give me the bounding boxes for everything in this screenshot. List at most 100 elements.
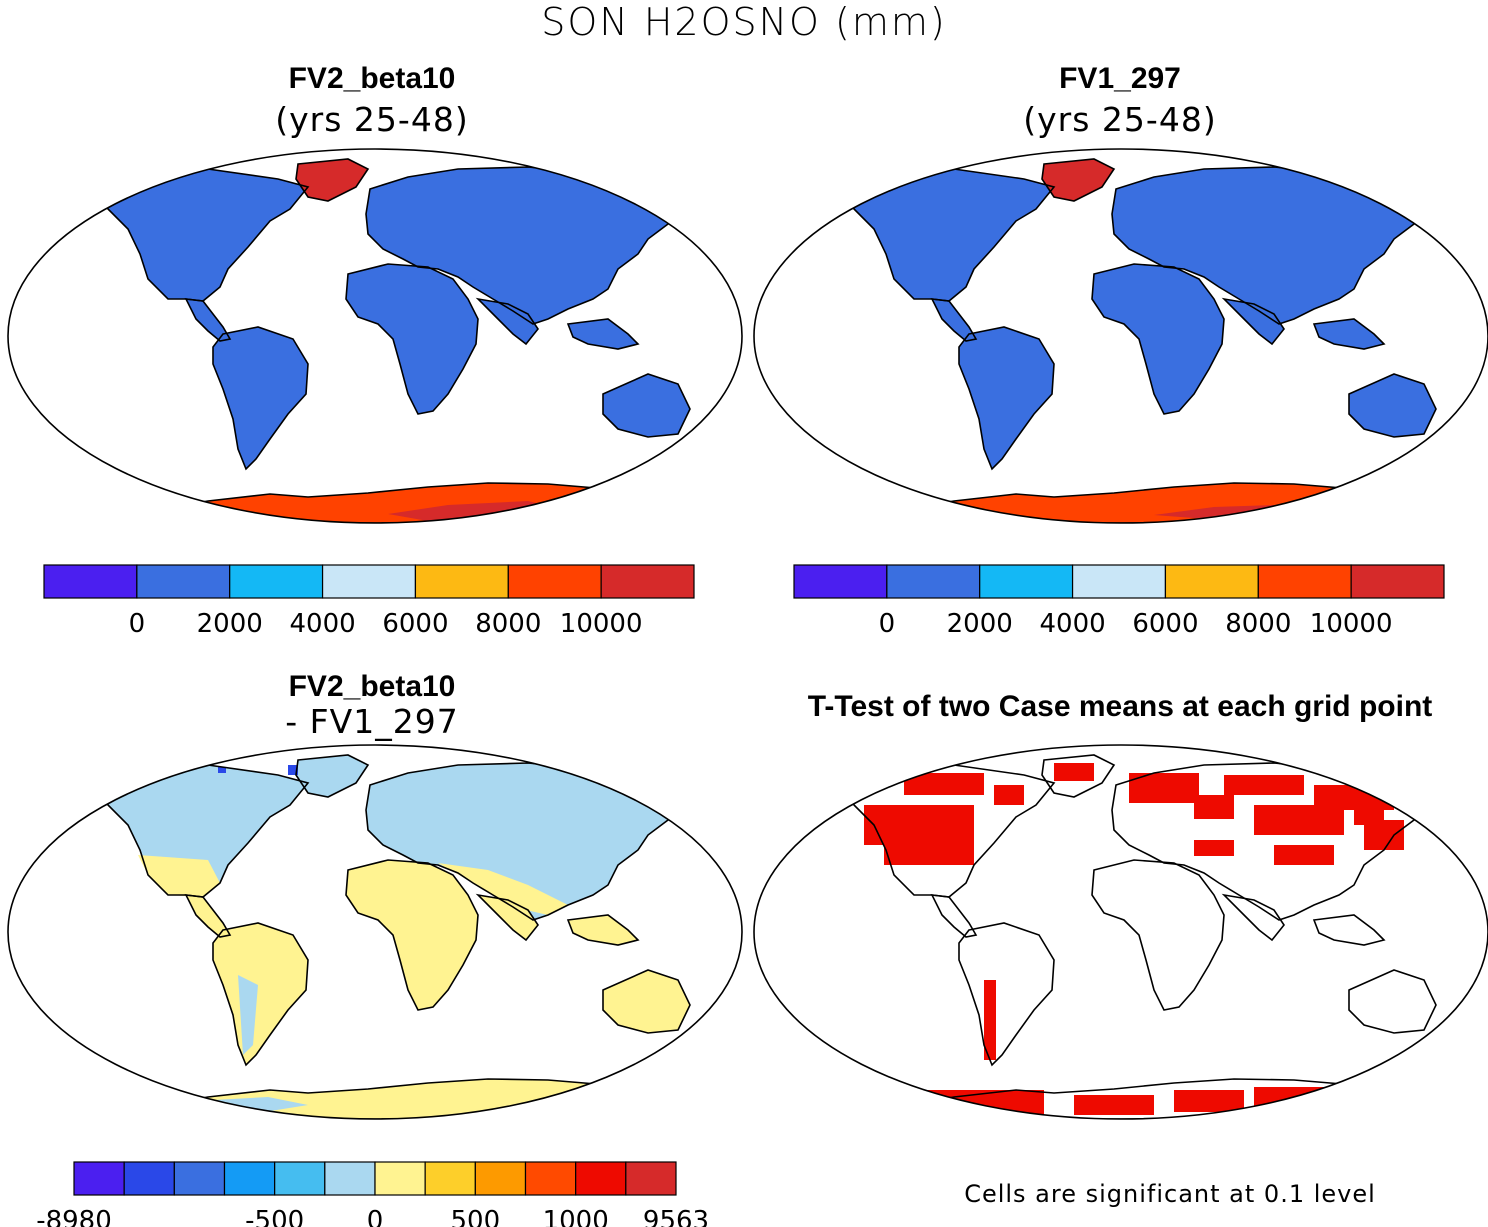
map1-coast-7 (602, 373, 691, 438)
map2-coast-8 (1041, 158, 1116, 202)
map4-coast-0 (842, 764, 1056, 898)
map1-coast-2 (212, 326, 309, 471)
cb3-swatch-7 (424, 1161, 476, 1196)
map4-coast-7 (1348, 969, 1437, 1034)
cb1-tick-2: 4000 (289, 609, 355, 639)
map2-land-6 (1314, 319, 1384, 349)
map1-coast-0 (96, 168, 310, 302)
cb3-swatch-3 (223, 1161, 276, 1196)
map-fv1-297 (753, 148, 1488, 524)
map4-coast-6 (1312, 914, 1386, 946)
significance-note: Cells are significant at 0.1 level (964, 1180, 1376, 1208)
map2-land-8 (1042, 159, 1114, 201)
map1-land-5 (478, 299, 538, 344)
map4-sig-cell-10 (1274, 845, 1334, 865)
cb3-tick-2: 0 (367, 1206, 384, 1227)
map2-coast-6 (1312, 318, 1386, 350)
map4-land-7 (1349, 970, 1436, 1033)
map3-greenland-neg (288, 765, 298, 775)
map1-land-7 (603, 374, 690, 437)
cb1-swatch-5 (507, 564, 602, 599)
map4-sig-cell-15 (1174, 1090, 1244, 1112)
map1-land-3 (366, 167, 688, 324)
map-ttest (753, 744, 1488, 1120)
panel-2-title: FV1_297 (1059, 62, 1181, 95)
figure-title: SON H2OSNO (mm) (541, 0, 947, 44)
cb3-swatch-6 (374, 1161, 426, 1196)
cb1-tick-4: 8000 (475, 609, 541, 639)
cb3-tick-5: 9563 (643, 1206, 709, 1227)
map3-land-4 (346, 860, 478, 1010)
map4-land-5 (1224, 895, 1284, 940)
cb1-swatch-4 (414, 564, 509, 599)
cb2-tick-1: 2000 (947, 609, 1013, 639)
map1-land-0 (98, 169, 308, 301)
map3-frame (7, 744, 743, 1120)
map2-land-1 (932, 299, 976, 341)
map4-coast-1 (930, 894, 978, 938)
panel-1-subtitle: (yrs 25-48) (275, 100, 469, 139)
panel-1-title: FV2_beta10 (288, 62, 456, 95)
map3-land-6 (568, 915, 638, 945)
cb2-tick-2: 4000 (1039, 609, 1105, 639)
map4-coast-4 (1091, 859, 1225, 1011)
cb1-tick-3: 6000 (382, 609, 448, 639)
cb2-tick-3: 6000 (1132, 609, 1198, 639)
panel-3-subtitle: - FV1_297 (285, 702, 459, 741)
map3-coast-4 (345, 859, 479, 1011)
map3-coast-7 (602, 969, 691, 1034)
map1-coast-5 (475, 297, 539, 346)
map2-coast-4 (1091, 263, 1225, 415)
cb1-tick-0: 0 (129, 609, 146, 639)
map4-sig-cell-12 (984, 980, 996, 1060)
map4-sig-cell-2 (904, 773, 984, 795)
cb1-swatch-3 (321, 564, 417, 599)
cb3-swatch-8 (474, 1161, 527, 1196)
cb2-swatch-0 (793, 564, 888, 599)
map4-sig-cell-5 (1194, 795, 1234, 819)
map3-coast-0 (96, 764, 310, 898)
map4-sig-cell-17 (1344, 1090, 1374, 1105)
map2-coast-2 (958, 326, 1055, 471)
cb2-swatch-1 (886, 564, 981, 599)
cb1-swatch-1 (136, 564, 231, 599)
cb2-swatch-3 (1071, 564, 1167, 599)
map2-coast-7 (1348, 373, 1437, 438)
map-difference (7, 744, 743, 1120)
cb1-swatch-0 (43, 564, 138, 599)
cb3-swatch-1 (123, 1161, 175, 1196)
map3-coast-5 (475, 893, 539, 942)
cb2-tick-4: 8000 (1225, 609, 1291, 639)
map1-land-1 (186, 299, 230, 341)
map1-frame (7, 148, 743, 524)
cb3-tick-3: 500 (451, 1206, 501, 1227)
cb3-tick-0: -8980 (36, 1206, 112, 1227)
map2-land-5 (1224, 299, 1284, 344)
map2-land-7 (1349, 374, 1436, 437)
cb3-swatch-5 (324, 1161, 376, 1196)
cb3-tick-4: 1000 (543, 1206, 609, 1227)
map4-sig-cell-14 (1074, 1095, 1154, 1115)
map3-coast-2 (212, 922, 309, 1067)
map4-coast-2 (958, 922, 1055, 1067)
colorbar-difference: -8980 -500 0 500 1000 9563 (36, 1161, 709, 1227)
panel-3-title: FV2_beta10 (288, 670, 456, 703)
map2-land-0 (844, 169, 1054, 301)
cb1-swatch-6 (600, 564, 695, 599)
map1-land-2 (213, 327, 308, 469)
cb1-swatch-2 (229, 564, 324, 599)
map4-sig-cell-18 (1354, 805, 1384, 825)
map3-land-2 (213, 923, 308, 1065)
map4-coast-5 (1221, 893, 1285, 942)
cb3-swatch-9 (524, 1161, 577, 1196)
map3-land-5 (478, 895, 538, 940)
map3-land-8 (296, 755, 368, 797)
panel-4-title: T-Test of two Case means at each grid po… (807, 690, 1433, 723)
map4-sig-cell-11 (1194, 840, 1234, 856)
cb2-swatch-2 (979, 564, 1074, 599)
map1-land-6 (568, 319, 638, 349)
cb1-tick-5: 10000 (560, 609, 643, 639)
map3-land-1 (186, 895, 230, 937)
cb3-swatch-0 (73, 1161, 125, 1196)
